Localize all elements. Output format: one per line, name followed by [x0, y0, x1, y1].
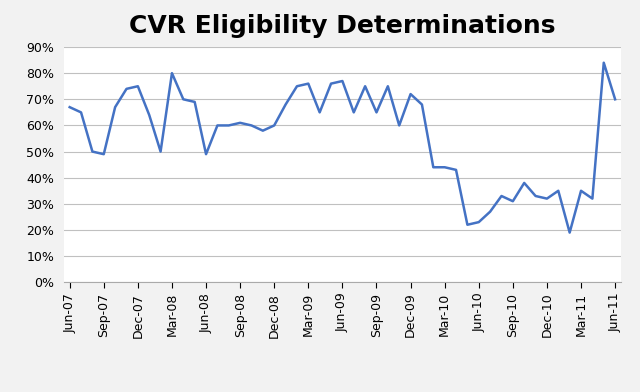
- Title: CVR Eligibility Determinations: CVR Eligibility Determinations: [129, 14, 556, 38]
